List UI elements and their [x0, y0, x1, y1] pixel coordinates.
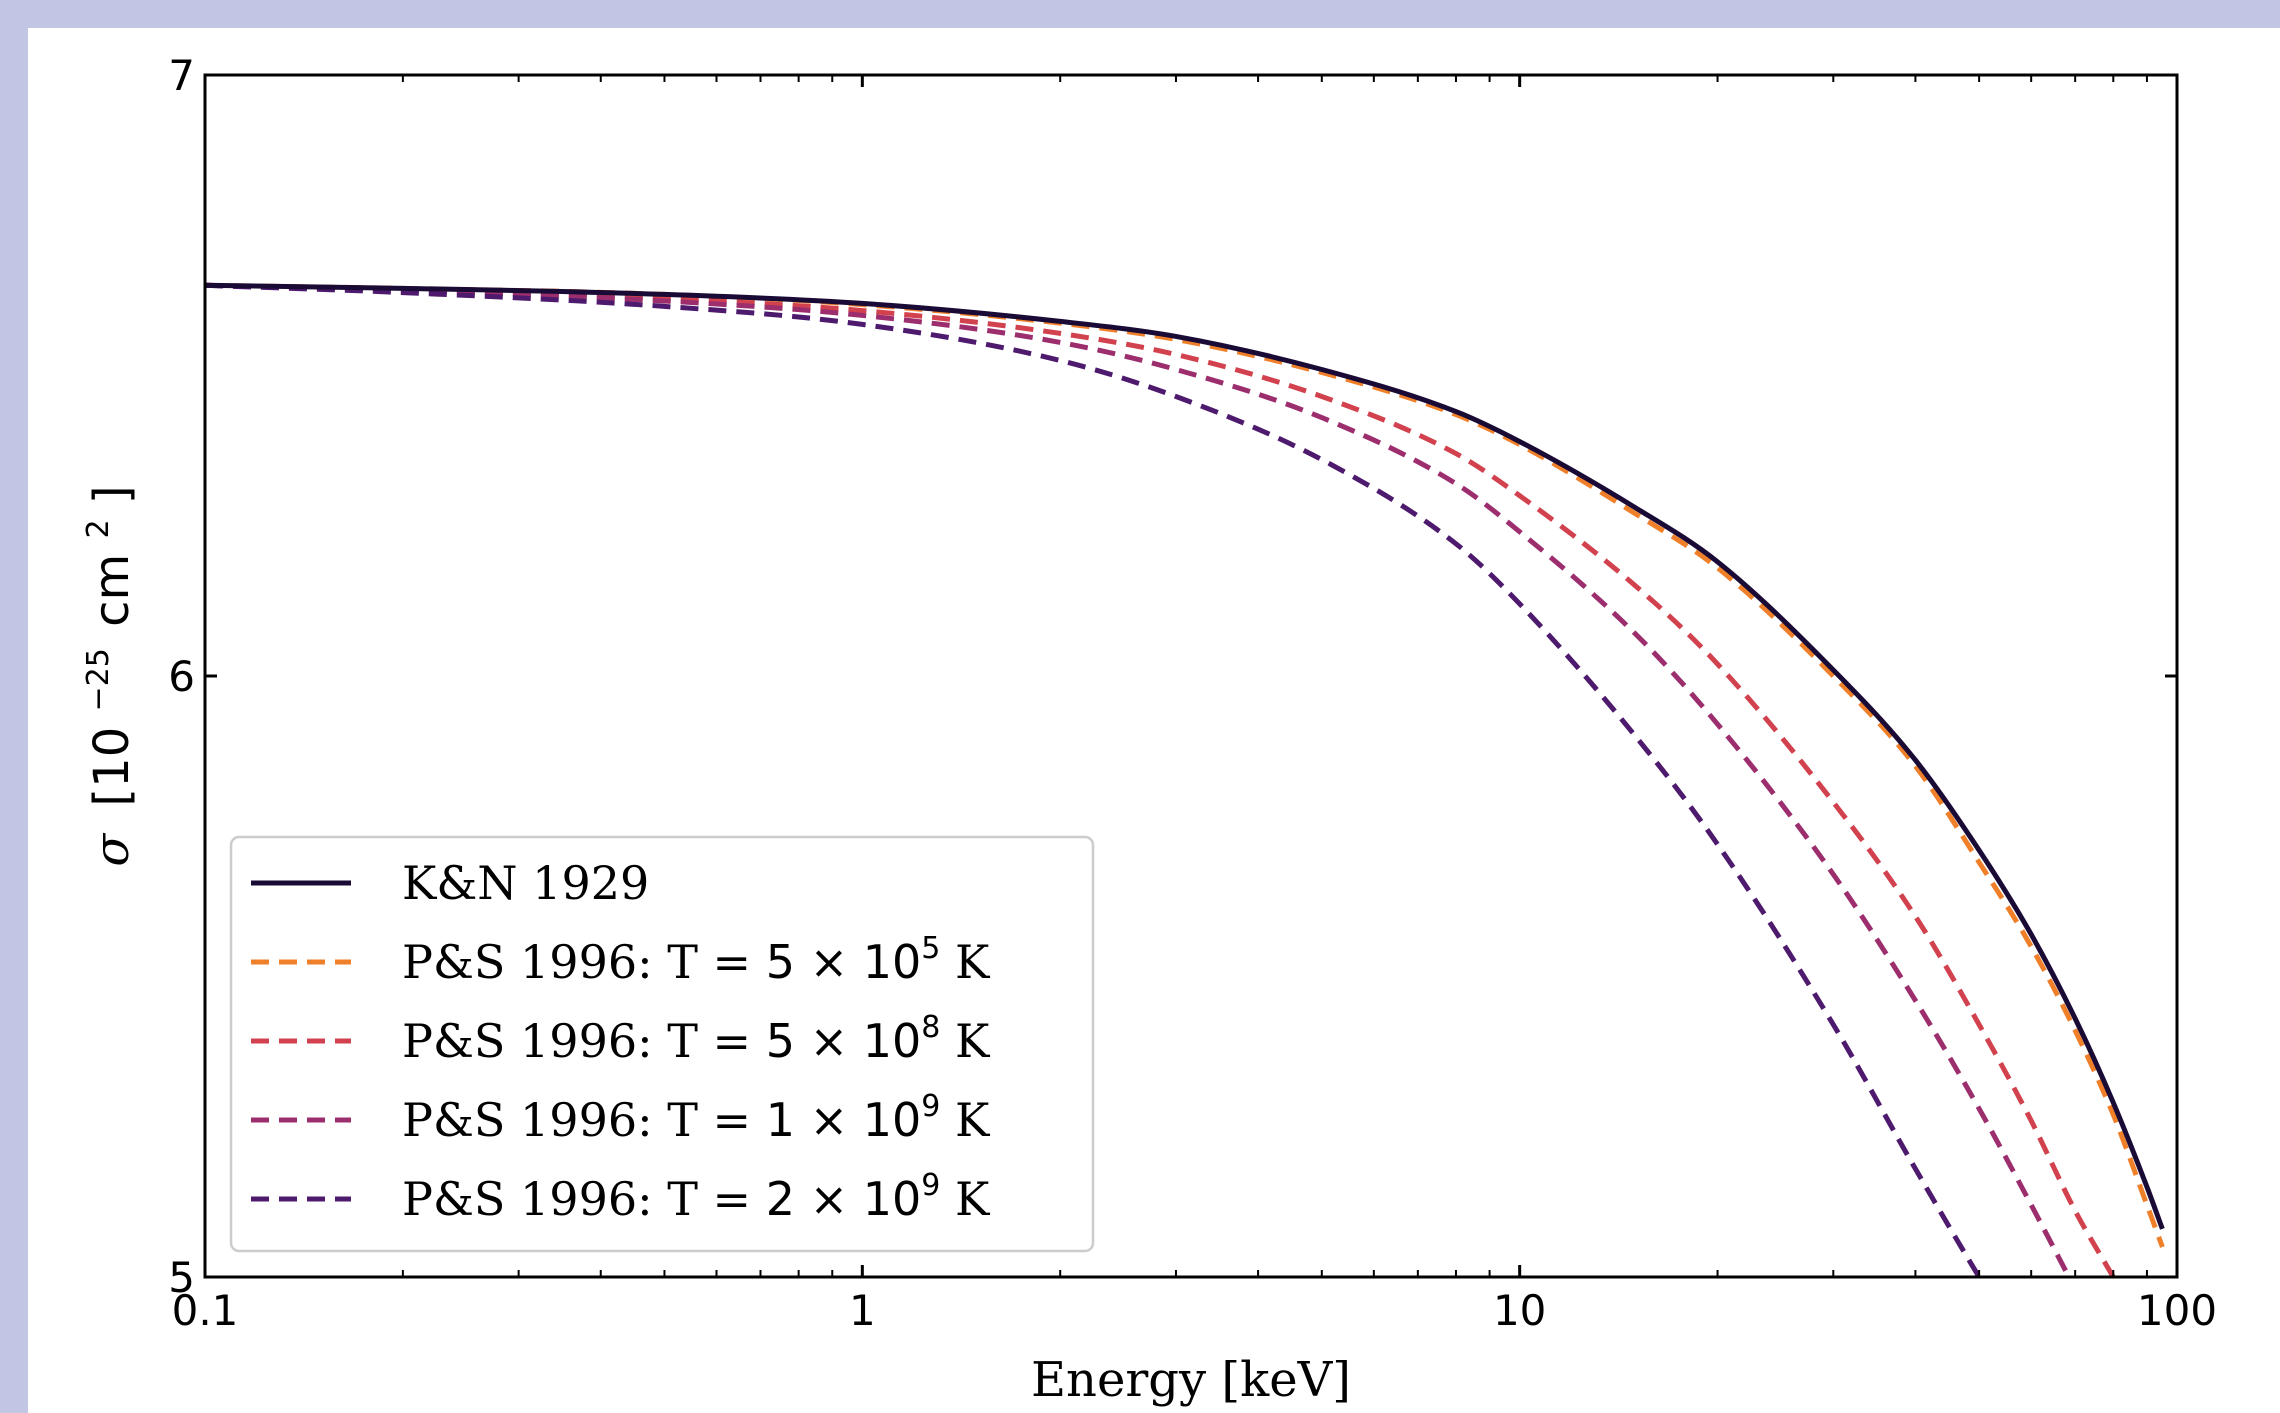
legend-box [229, 835, 1095, 1253]
series-line-3 [205, 282, 2072, 1277]
legend-label-0: K&N 1929 [402, 856, 649, 910]
legend-label-2: P&S 1996: T = 5 × 108 K [402, 1010, 991, 1068]
series-line-0 [205, 282, 2165, 1230]
y-axis-label-unit: cm [84, 554, 140, 627]
y-axis-label-bracket-close: ] [84, 485, 140, 504]
y-tick-label-2: 7 [168, 51, 195, 100]
legend-label-4: P&S 1996: T = 2 × 109 K [402, 1168, 991, 1226]
y-axis-label-symbol: σ [84, 833, 140, 867]
line-chart: 0.1 1 10 100 5 6 7 Energy [keV] σ [10 −25 cm … [64, 51, 2217, 1408]
series-line-2 [205, 282, 2116, 1277]
y-axis-label-exponent: −25 [81, 648, 116, 711]
svg-text:σ [10 −25: σ [10 −25 cm 2 ] [64, 485, 140, 866]
y-axis-label-unit-exponent: 2 [81, 519, 116, 538]
legend: K&N 1929 P&S 1996: T = 5 × 105 K P&S 1996:… [229, 835, 1095, 1253]
x-tick-label-0: 0.1 [172, 1286, 239, 1335]
x-axis-label: Energy [keV] [1031, 1352, 1351, 1408]
legend-label-1: P&S 1996: T = 5 × 105 K [402, 931, 991, 989]
figure-panel: 0.1 1 10 100 5 6 7 Energy [keV] σ [10 −25 cm … [28, 28, 2280, 1413]
y-tick-label-1: 6 [168, 652, 195, 701]
y-axis-label-bracket: [10 [84, 727, 140, 807]
x-tick-label-3: 100 [2137, 1286, 2217, 1335]
x-tick-label-2: 10 [1493, 1286, 1546, 1335]
y-axis-label: σ [10 −25 cm 2 ] [64, 485, 140, 866]
legend-label-3: P&S 1996: T = 1 × 109 K [402, 1089, 991, 1147]
y-tick-label-0: 5 [168, 1253, 195, 1302]
x-tick-label-1: 1 [849, 1286, 876, 1335]
series-line-4 [205, 282, 1983, 1277]
